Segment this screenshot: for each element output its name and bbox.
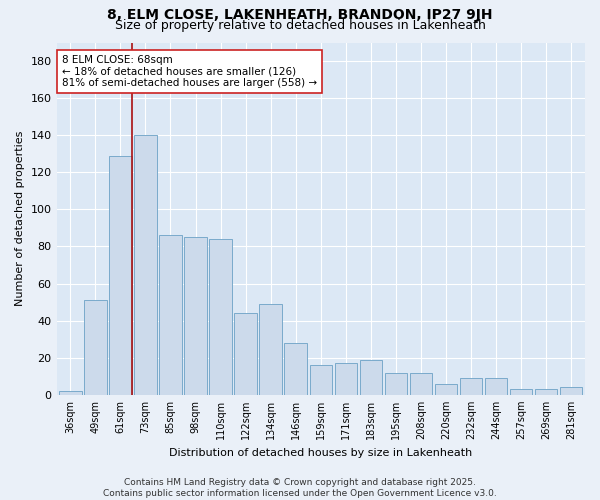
Bar	[184, 237, 207, 395]
Bar	[310, 365, 332, 395]
Text: Size of property relative to detached houses in Lakenheath: Size of property relative to detached ho…	[115, 19, 485, 32]
Bar	[359, 360, 382, 395]
Text: Contains HM Land Registry data © Crown copyright and database right 2025.
Contai: Contains HM Land Registry data © Crown c…	[103, 478, 497, 498]
Bar	[435, 384, 457, 395]
Bar	[235, 313, 257, 395]
Bar	[209, 239, 232, 395]
X-axis label: Distribution of detached houses by size in Lakenheath: Distribution of detached houses by size …	[169, 448, 472, 458]
Bar	[259, 304, 282, 395]
Text: 8, ELM CLOSE, LAKENHEATH, BRANDON, IP27 9JH: 8, ELM CLOSE, LAKENHEATH, BRANDON, IP27 …	[107, 8, 493, 22]
Bar	[109, 156, 131, 395]
Bar	[385, 372, 407, 395]
Bar	[460, 378, 482, 395]
Bar	[159, 236, 182, 395]
Bar	[59, 391, 82, 395]
Bar	[485, 378, 508, 395]
Bar	[535, 389, 557, 395]
Text: 8 ELM CLOSE: 68sqm
← 18% of detached houses are smaller (126)
81% of semi-detach: 8 ELM CLOSE: 68sqm ← 18% of detached hou…	[62, 55, 317, 88]
Bar	[284, 343, 307, 395]
Bar	[335, 364, 357, 395]
Bar	[510, 389, 532, 395]
Bar	[560, 388, 583, 395]
Bar	[84, 300, 107, 395]
Bar	[410, 372, 432, 395]
Y-axis label: Number of detached properties: Number of detached properties	[15, 131, 25, 306]
Bar	[134, 135, 157, 395]
